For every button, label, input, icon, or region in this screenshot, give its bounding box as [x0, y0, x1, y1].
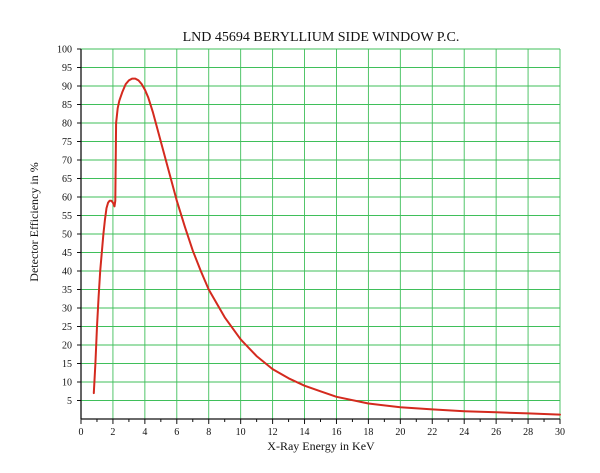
chart-title: LND 45694 BERYLLIUM SIDE WINDOW P.C.	[183, 30, 460, 45]
x-tick-label: 28	[523, 427, 533, 438]
y-tick-label: 40	[62, 267, 72, 278]
series-layer	[92, 77, 561, 416]
x-tick-label: 26	[491, 427, 501, 438]
y-tick-label: 5	[67, 396, 72, 407]
grid	[81, 48, 561, 419]
y-tick-label: 75	[62, 137, 72, 148]
x-tick-label: 8	[206, 427, 211, 438]
y-tick-label: 85	[62, 100, 72, 111]
x-tick-label: 22	[427, 427, 437, 438]
y-tick-label: 80	[62, 119, 72, 130]
y-tick-label: 100	[57, 45, 72, 56]
ticks: 0 2 4 6 8 10 12 14 16 18 20 22 24 26 28 305101520253035…	[57, 45, 565, 439]
x-axis-label: X-Ray Energy in KeV	[267, 439, 375, 453]
efficiency-curve-line	[92, 77, 561, 416]
x-tick-label: 30	[555, 427, 565, 438]
x-tick-label: 20	[395, 427, 405, 438]
y-tick-label: 35	[62, 285, 72, 296]
x-tick-label: 4	[142, 427, 147, 438]
x-tick-label: 12	[268, 427, 278, 438]
y-tick-label: 90	[62, 82, 72, 93]
x-tick-label: 2	[110, 427, 115, 438]
y-tick-label: 25	[62, 322, 72, 333]
y-tick-label: 10	[62, 378, 72, 389]
x-tick-label: 6	[174, 427, 179, 438]
y-tick-label: 95	[62, 63, 72, 74]
y-tick-label: 30	[62, 304, 72, 315]
x-tick-label: 14	[300, 427, 310, 438]
x-tick-label: 16	[331, 427, 341, 438]
x-tick-label: 10	[236, 427, 246, 438]
y-tick-label: 70	[62, 156, 72, 167]
y-tick-label: 15	[62, 359, 72, 370]
y-axis-label: Detector Efficiency in %	[27, 162, 41, 281]
y-tick-label: 60	[62, 193, 72, 204]
y-tick-label: 50	[62, 230, 72, 241]
y-tick-label: 20	[62, 341, 72, 352]
y-tick-label: 45	[62, 248, 72, 259]
y-tick-label: 55	[62, 211, 72, 222]
y-tick-label: 65	[62, 174, 72, 185]
x-tick-label: 0	[79, 427, 84, 438]
x-tick-label: 24	[459, 427, 469, 438]
x-tick-label: 18	[363, 427, 373, 438]
